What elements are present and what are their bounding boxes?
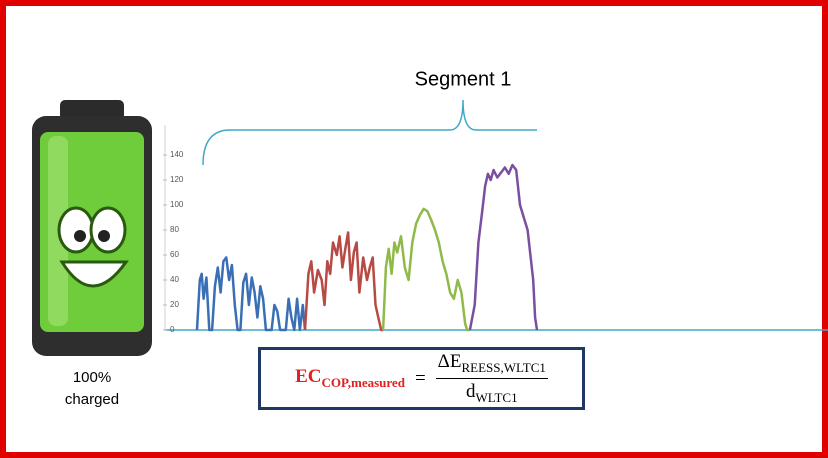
speed-trace — [305, 233, 383, 331]
battery-label: charged — [65, 391, 119, 408]
formula-fraction: ΔEREESS,WLTC1 dWLTC1 — [436, 351, 548, 406]
formula-lhs: ECCOP,measured — [295, 366, 405, 391]
formula-text: WLTC1 — [475, 390, 517, 405]
battery-icon — [32, 100, 152, 356]
y-tick-label: 40 — [170, 275, 179, 284]
speed-trace — [197, 258, 305, 331]
segment-label: Segment 1 — [415, 68, 512, 90]
y-tick-label: 0 — [170, 325, 175, 334]
y-tick-label: 60 — [170, 250, 179, 259]
speed-trace — [470, 165, 537, 330]
formula-box: ECCOP,measured = ΔEREESS,WLTC1 dWLTC1 — [258, 347, 585, 410]
y-tick-label: 140 — [170, 150, 184, 159]
y-tick-label: 120 — [170, 175, 184, 184]
y-tick-label: 100 — [170, 200, 184, 209]
slide: Segment 1 100% charged 0 20 40 60 80 100 120 14… — [0, 0, 828, 458]
formula-text: = — [415, 368, 426, 390]
battery-label: 100% — [73, 369, 111, 386]
formula-text: EC — [295, 366, 321, 387]
y-tick-label: 80 — [170, 225, 179, 234]
formula-text: COP,measured — [322, 375, 405, 390]
formula-text: ΔE — [438, 351, 462, 372]
segment-brace — [203, 100, 537, 165]
formula-text: REESS,WLTC1 — [461, 360, 545, 375]
y-tick-label: 20 — [170, 300, 179, 309]
speed-trace — [383, 209, 470, 330]
